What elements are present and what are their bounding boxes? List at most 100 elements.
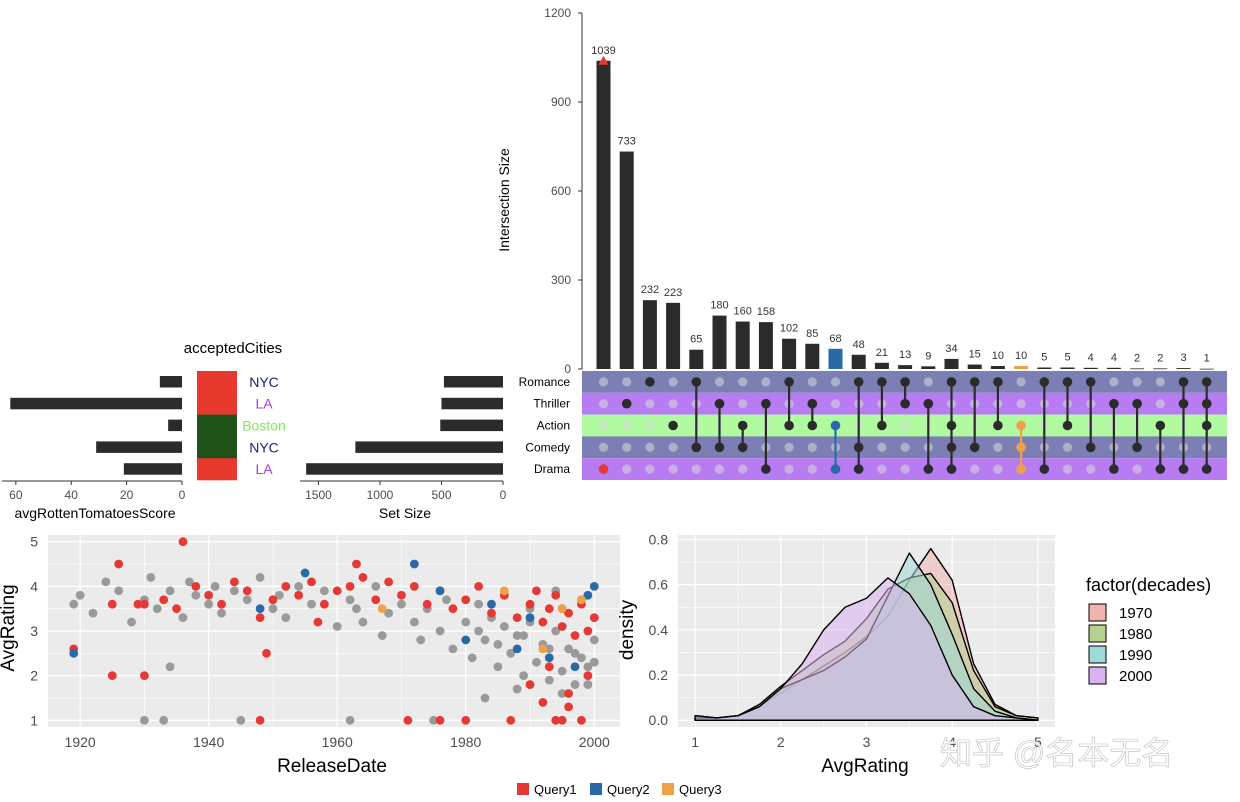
matrix-empty-dot: [1132, 464, 1142, 474]
matrix-filled-dot: [1201, 377, 1212, 387]
intersection-bar: [735, 321, 750, 369]
density-x-tick-label: 3: [863, 734, 871, 750]
rotten-tomatoes-bars: [10, 376, 182, 475]
matrix-filled-dot: [1201, 464, 1212, 474]
rotten-tomatoes-tick-label: 60: [9, 488, 23, 502]
scatter-point-query1: [159, 595, 169, 605]
matrix-filled-dot: [1016, 442, 1026, 453]
intersection-bar: [805, 343, 820, 369]
intersection-bar-label: 3: [1180, 352, 1186, 364]
density-legend-swatch: [1088, 645, 1107, 664]
scatter-point-all: [204, 599, 214, 609]
scatter-point-all: [217, 608, 226, 618]
intersection-bar-label: 180: [710, 300, 728, 312]
scatter-point-query1: [422, 599, 432, 609]
matrix-empty-dot: [645, 420, 655, 431]
matrix-filled-dot: [946, 377, 957, 387]
matrix-filled-dot: [1109, 398, 1119, 409]
matrix-dots: [598, 377, 1212, 474]
intersection-bar-label: 158: [757, 306, 775, 318]
scatter-point-all: [384, 608, 394, 618]
matrix-filled-dot: [993, 377, 1003, 387]
scatter-point-query1: [403, 715, 413, 725]
matrix-empty-dot: [784, 442, 794, 452]
set-size-bar: [443, 376, 503, 388]
matrix-empty-dot: [830, 377, 841, 387]
set-size-bar: [355, 441, 503, 453]
intersection-bar-label: 21: [876, 347, 888, 359]
scatter-point-query1: [133, 599, 143, 609]
density-x-label: AvgRating: [821, 756, 908, 777]
scatter-point-query1: [487, 608, 496, 618]
highlight-triangle-marker: [598, 55, 609, 65]
intersection-bar-label: 223: [664, 287, 682, 299]
intersection-bar-label: 2: [1157, 352, 1163, 364]
density-legend-swatch: [1088, 666, 1107, 685]
scatter-y-tick-label: 2: [30, 668, 38, 684]
intersection-bar-label: 1039: [591, 45, 615, 57]
scatter-x-tick-label: 1980: [450, 734, 481, 750]
scatter-point-query1: [461, 715, 471, 725]
scatter-point-query1: [384, 577, 394, 587]
rotten-tomatoes-tick-label: 0: [179, 488, 186, 502]
scatter-point-query1: [319, 599, 329, 609]
scatter-point-query1: [551, 590, 561, 600]
matrix-filled-dot: [969, 377, 980, 387]
intersection-bar: [666, 302, 681, 369]
matrix-empty-dot: [993, 464, 1003, 474]
scatter-x-tick-label: 2000: [579, 734, 610, 750]
set-size-tick-label: 1000: [367, 488, 394, 502]
scatter-point-all: [274, 590, 284, 600]
matrix-filled-dot: [877, 377, 887, 387]
intersection-y-tick-label: 1200: [544, 6, 571, 20]
intersection-bar: [898, 365, 913, 369]
scatter-point-all: [146, 573, 156, 582]
intersection-bar: [689, 349, 704, 369]
scatter-point-all: [493, 662, 503, 672]
scatter-point-query1: [538, 698, 548, 707]
watermark: 知乎 @名本无名: [940, 735, 1173, 771]
matrix-empty-dot: [923, 377, 933, 387]
accepted-cities-tiles: NYC LA Boston NYC LA: [197, 371, 286, 481]
scatter-point-all: [152, 604, 162, 614]
scatter-point-all: [416, 635, 426, 645]
intersection-bar: [944, 358, 959, 369]
matrix-filled-dot: [1016, 420, 1026, 431]
matrix-empty-dot: [1086, 464, 1096, 474]
matrix-empty-dot: [598, 377, 609, 387]
scatter-point-all: [236, 715, 246, 725]
matrix-empty-dot: [622, 420, 632, 431]
scatter-point-all: [519, 671, 528, 681]
scatter-point-query1: [435, 715, 445, 725]
scatter-point-all: [229, 586, 239, 596]
scatter-point-all: [268, 604, 278, 614]
intersection-bars: [596, 55, 1214, 370]
matrix-filled-dot: [645, 377, 655, 387]
scatter-point-query1: [178, 537, 188, 547]
matrix-empty-dot: [598, 442, 609, 452]
scatter-point-query1: [448, 604, 458, 614]
matrix-empty-dot: [970, 464, 980, 474]
matrix-filled-dot: [830, 464, 841, 474]
density-y-tick-label: 0.0: [649, 712, 669, 728]
matrix-filled-dot: [1016, 464, 1026, 474]
scatter-point-all: [544, 675, 554, 685]
scatter-point-query1: [577, 715, 586, 725]
rotten-tomatoes-x-axis: 60 40 20 0: [2, 480, 186, 502]
intersection-bar: [782, 338, 797, 369]
scatter-point-query1: [371, 595, 381, 605]
set-label: Action: [537, 419, 570, 433]
matrix-empty-dot: [1109, 377, 1119, 387]
intersection-bar: [1060, 367, 1075, 369]
matrix-filled-dot: [784, 377, 794, 387]
scatter-point-all: [255, 573, 265, 582]
scatter-point-all: [532, 657, 541, 667]
scatter-point-all: [442, 595, 451, 605]
density-y-label: density: [617, 599, 638, 660]
scatter-point-query1: [255, 613, 265, 623]
scatter-point-all: [570, 648, 580, 658]
scatter-point-query2: [300, 568, 310, 578]
matrix-empty-dot: [645, 442, 655, 452]
matrix-filled-dot: [877, 420, 887, 431]
